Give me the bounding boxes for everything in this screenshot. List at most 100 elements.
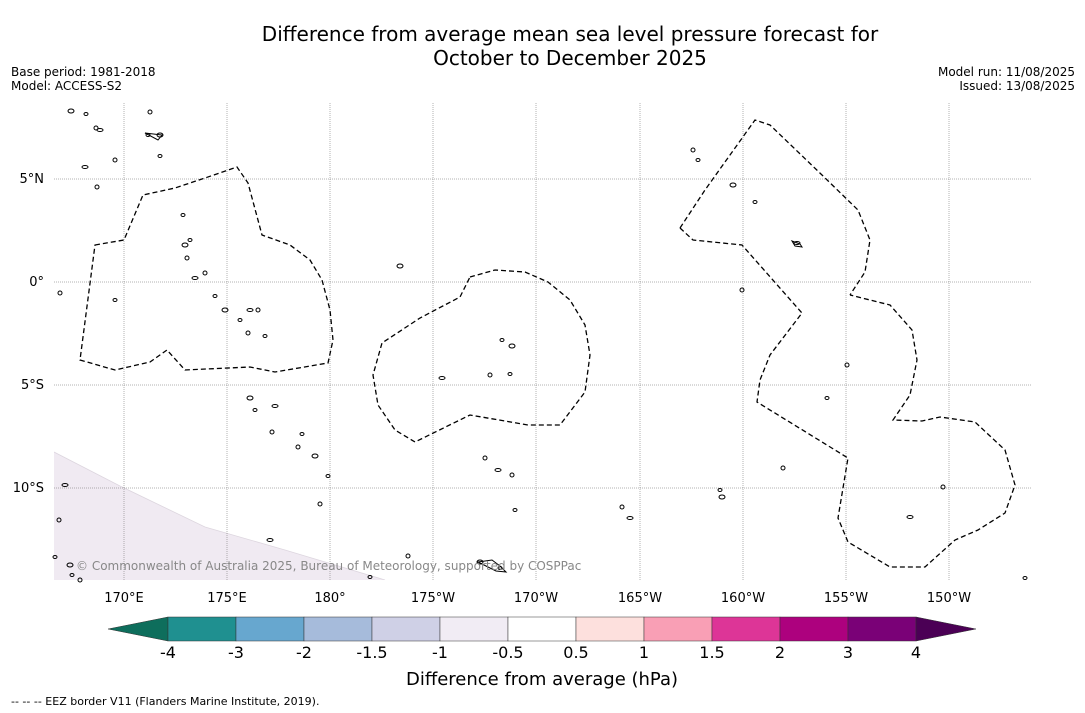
colorbar-segment bbox=[711, 616, 781, 642]
island-outline bbox=[487, 372, 493, 378]
island-outline bbox=[790, 240, 804, 248]
colorbar-tick-labels: -4 -3 -2 -1.5 -1 -0.5 0.5 1 1.5 2 3 4 bbox=[160, 643, 921, 662]
lat-label: 0° bbox=[29, 275, 44, 290]
eez-kiribati-gilberts bbox=[79, 166, 334, 373]
lat-label: 10°S bbox=[13, 481, 44, 496]
base-period: Base period: 1981-2018 bbox=[11, 65, 156, 79]
island-outline bbox=[1022, 576, 1028, 580]
island-outline bbox=[252, 408, 258, 412]
colorbar-tick: 0.5 bbox=[563, 643, 588, 662]
island-outline bbox=[157, 154, 163, 158]
colorbar-segment bbox=[439, 616, 509, 642]
island-outline bbox=[824, 396, 830, 400]
colorbar bbox=[107, 616, 977, 642]
colorbar-segment bbox=[303, 616, 373, 642]
island-outline bbox=[507, 372, 513, 376]
longitude-labels: 170°E 175°E 180° 175°W 170°W 165°W 160°W 155°W 1… bbox=[104, 591, 971, 606]
island-outline bbox=[299, 432, 305, 436]
island-outline bbox=[325, 474, 331, 478]
meta-right: Model run: 11/08/2025 Issued: 13/08/2025 bbox=[938, 65, 1075, 93]
island-outline bbox=[739, 287, 745, 293]
island-outline bbox=[508, 343, 516, 349]
island-outline bbox=[405, 553, 411, 559]
island-outline bbox=[191, 276, 199, 280]
islands bbox=[52, 108, 1028, 583]
lat-label: 5°S bbox=[21, 378, 44, 393]
island-outline bbox=[255, 307, 261, 313]
island-outline bbox=[61, 483, 69, 487]
island-outline bbox=[93, 125, 99, 131]
island-outline bbox=[187, 238, 193, 242]
island-outline bbox=[66, 562, 74, 568]
colorbar-tick: 2 bbox=[775, 643, 785, 662]
island-outline bbox=[212, 294, 218, 298]
colorbar-segment bbox=[643, 616, 713, 642]
colorbar-tick: -4 bbox=[160, 643, 176, 662]
island-outline bbox=[494, 468, 502, 472]
island-outline bbox=[311, 453, 319, 459]
island-outline bbox=[718, 494, 726, 500]
model-name: Model: ACCESS-S2 bbox=[11, 79, 123, 93]
colorbar-tick: -2 bbox=[296, 643, 312, 662]
island-outline bbox=[906, 515, 914, 519]
island-outline bbox=[619, 504, 625, 510]
title-line-1: Difference from average mean sea level p… bbox=[261, 22, 879, 46]
map-title: Difference from average mean sea level p… bbox=[0, 22, 1085, 70]
lon-label: 175°W bbox=[411, 591, 455, 606]
island-outline bbox=[180, 213, 186, 217]
island-outline bbox=[144, 132, 163, 141]
island-outline bbox=[367, 575, 373, 579]
island-outline bbox=[69, 573, 75, 577]
island-outline bbox=[52, 555, 58, 559]
eez-line-islands-south bbox=[679, 227, 1016, 568]
island-outline bbox=[295, 444, 301, 450]
lon-label: 155°W bbox=[824, 591, 868, 606]
anomaly-shading bbox=[54, 452, 385, 580]
island-outline bbox=[626, 516, 634, 520]
lon-label: 165°W bbox=[618, 591, 662, 606]
island-outline bbox=[83, 112, 89, 116]
island-outline bbox=[690, 147, 696, 153]
island-outline bbox=[96, 128, 104, 132]
island-outline bbox=[245, 330, 251, 336]
island-outline bbox=[482, 455, 488, 461]
model-run: Model run: 11/08/2025 bbox=[937, 65, 1075, 79]
title-line-2: October to December 2025 bbox=[433, 46, 707, 70]
lon-label: 170°E bbox=[104, 591, 144, 606]
eez-phoenix-islands bbox=[372, 269, 591, 443]
island-outline bbox=[112, 157, 118, 163]
island-outline bbox=[77, 577, 83, 583]
colorbar-tick: -1 bbox=[432, 643, 448, 662]
colorbar-segment bbox=[167, 616, 237, 642]
lat-label: 5°N bbox=[20, 172, 45, 187]
island-outline bbox=[221, 307, 229, 313]
lon-label: 180° bbox=[314, 591, 345, 606]
colorbar-segment bbox=[779, 616, 849, 642]
colorbar-segment bbox=[371, 616, 441, 642]
island-outline bbox=[438, 376, 446, 380]
island-outline bbox=[184, 255, 190, 261]
island-outline bbox=[112, 298, 118, 302]
lon-label: 170°W bbox=[514, 591, 558, 606]
island-outline bbox=[695, 158, 701, 162]
island-outline bbox=[512, 508, 518, 512]
island-outline bbox=[81, 165, 89, 169]
copyright-notice: © Commonwealth of Australia 2025, Bureau… bbox=[76, 559, 581, 573]
eez-borders bbox=[79, 119, 1016, 568]
graticule bbox=[54, 103, 1031, 580]
island-outline bbox=[396, 263, 404, 269]
island-outline bbox=[499, 338, 505, 342]
island-outline bbox=[271, 404, 279, 408]
lon-label: 175°E bbox=[207, 591, 247, 606]
lon-label: 150°W bbox=[927, 591, 971, 606]
island-outline bbox=[752, 200, 758, 204]
island-outline bbox=[780, 465, 786, 471]
colorbar-tick: -1.5 bbox=[356, 643, 387, 662]
island-outline bbox=[56, 517, 62, 523]
colorbar-segment bbox=[235, 616, 305, 642]
eez-footnote: -- -- -- EEZ border V11 (Flanders Marine… bbox=[11, 695, 320, 708]
island-outline bbox=[202, 270, 208, 276]
colorbar-label: Difference from average (hPa) bbox=[406, 669, 678, 690]
colorbar-tick: -0.5 bbox=[492, 643, 523, 662]
island-outline bbox=[246, 395, 254, 401]
